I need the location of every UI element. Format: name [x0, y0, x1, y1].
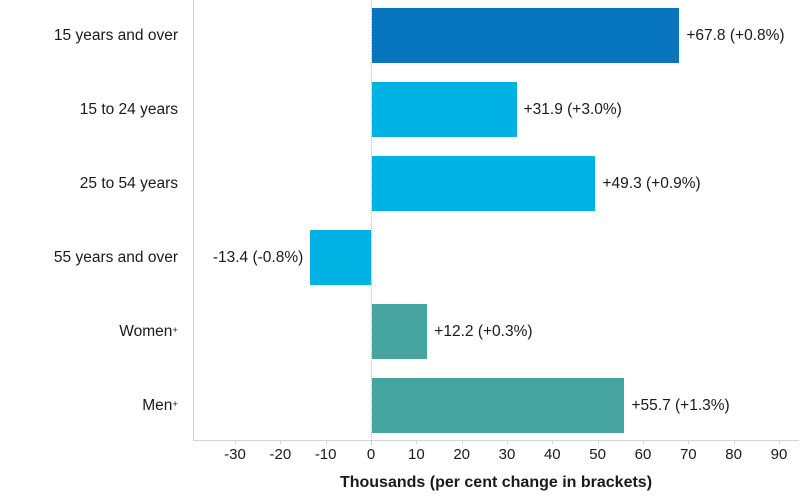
x-tick-mark — [733, 440, 735, 444]
bar — [372, 303, 428, 359]
category-label: Women+ — [119, 322, 178, 340]
x-tick-label: 60 — [634, 446, 652, 463]
x-tick-label: -20 — [269, 446, 292, 463]
y-axis-line — [193, 0, 194, 440]
footnote-plus: + — [172, 398, 178, 410]
x-tick-label: 20 — [453, 446, 470, 463]
x-tick-mark — [688, 440, 690, 444]
x-tick-mark — [778, 440, 780, 444]
value-label: +49.3 (+0.9%) — [602, 174, 701, 192]
zero-gridline — [371, 0, 372, 445]
x-tick-label: -30 — [224, 446, 246, 463]
x-tick-label: 10 — [407, 446, 425, 463]
value-label: +31.9 (+3.0%) — [523, 100, 622, 118]
x-axis-title: Thousands (per cent change in brackets) — [339, 474, 653, 491]
bar — [372, 377, 625, 433]
value-label: +55.7 (+1.3%) — [631, 396, 730, 414]
x-tick-mark — [416, 440, 418, 444]
x-tick-label: 50 — [589, 446, 606, 463]
x-tick-label: 80 — [725, 446, 742, 463]
x-tick-label: 90 — [770, 446, 788, 463]
x-tick-mark — [597, 440, 599, 444]
category-label: 15 to 24 years — [79, 100, 178, 118]
x-tick-mark — [325, 440, 327, 444]
x-tick-label: 0 — [366, 446, 376, 463]
category-label: Men+ — [142, 396, 178, 414]
x-tick-mark — [280, 440, 282, 444]
category-label: 25 to 54 years — [79, 174, 178, 192]
footnote-plus: + — [172, 324, 178, 336]
x-axis-line — [193, 440, 799, 441]
x-tick-label: -10 — [314, 446, 337, 463]
x-tick-label: 30 — [498, 446, 516, 463]
value-label: +67.8 (+0.8%) — [686, 26, 785, 44]
category-label: 55 years and over — [53, 248, 178, 266]
bar — [372, 81, 517, 137]
x-tick-label: 40 — [543, 446, 561, 463]
bar — [372, 7, 680, 63]
bar — [372, 155, 596, 211]
x-tick-mark — [552, 440, 554, 444]
x-tick-mark — [506, 440, 508, 444]
value-label: +12.2 (+0.3%) — [434, 322, 533, 340]
bar — [310, 229, 371, 285]
category-label: 15 years and over — [53, 26, 178, 44]
x-tick-label: 70 — [679, 446, 697, 463]
x-tick-mark — [461, 440, 463, 444]
x-tick-mark — [235, 440, 236, 444]
value-label: -13.4 (-0.8%) — [212, 248, 304, 266]
x-tick-mark — [642, 440, 644, 444]
